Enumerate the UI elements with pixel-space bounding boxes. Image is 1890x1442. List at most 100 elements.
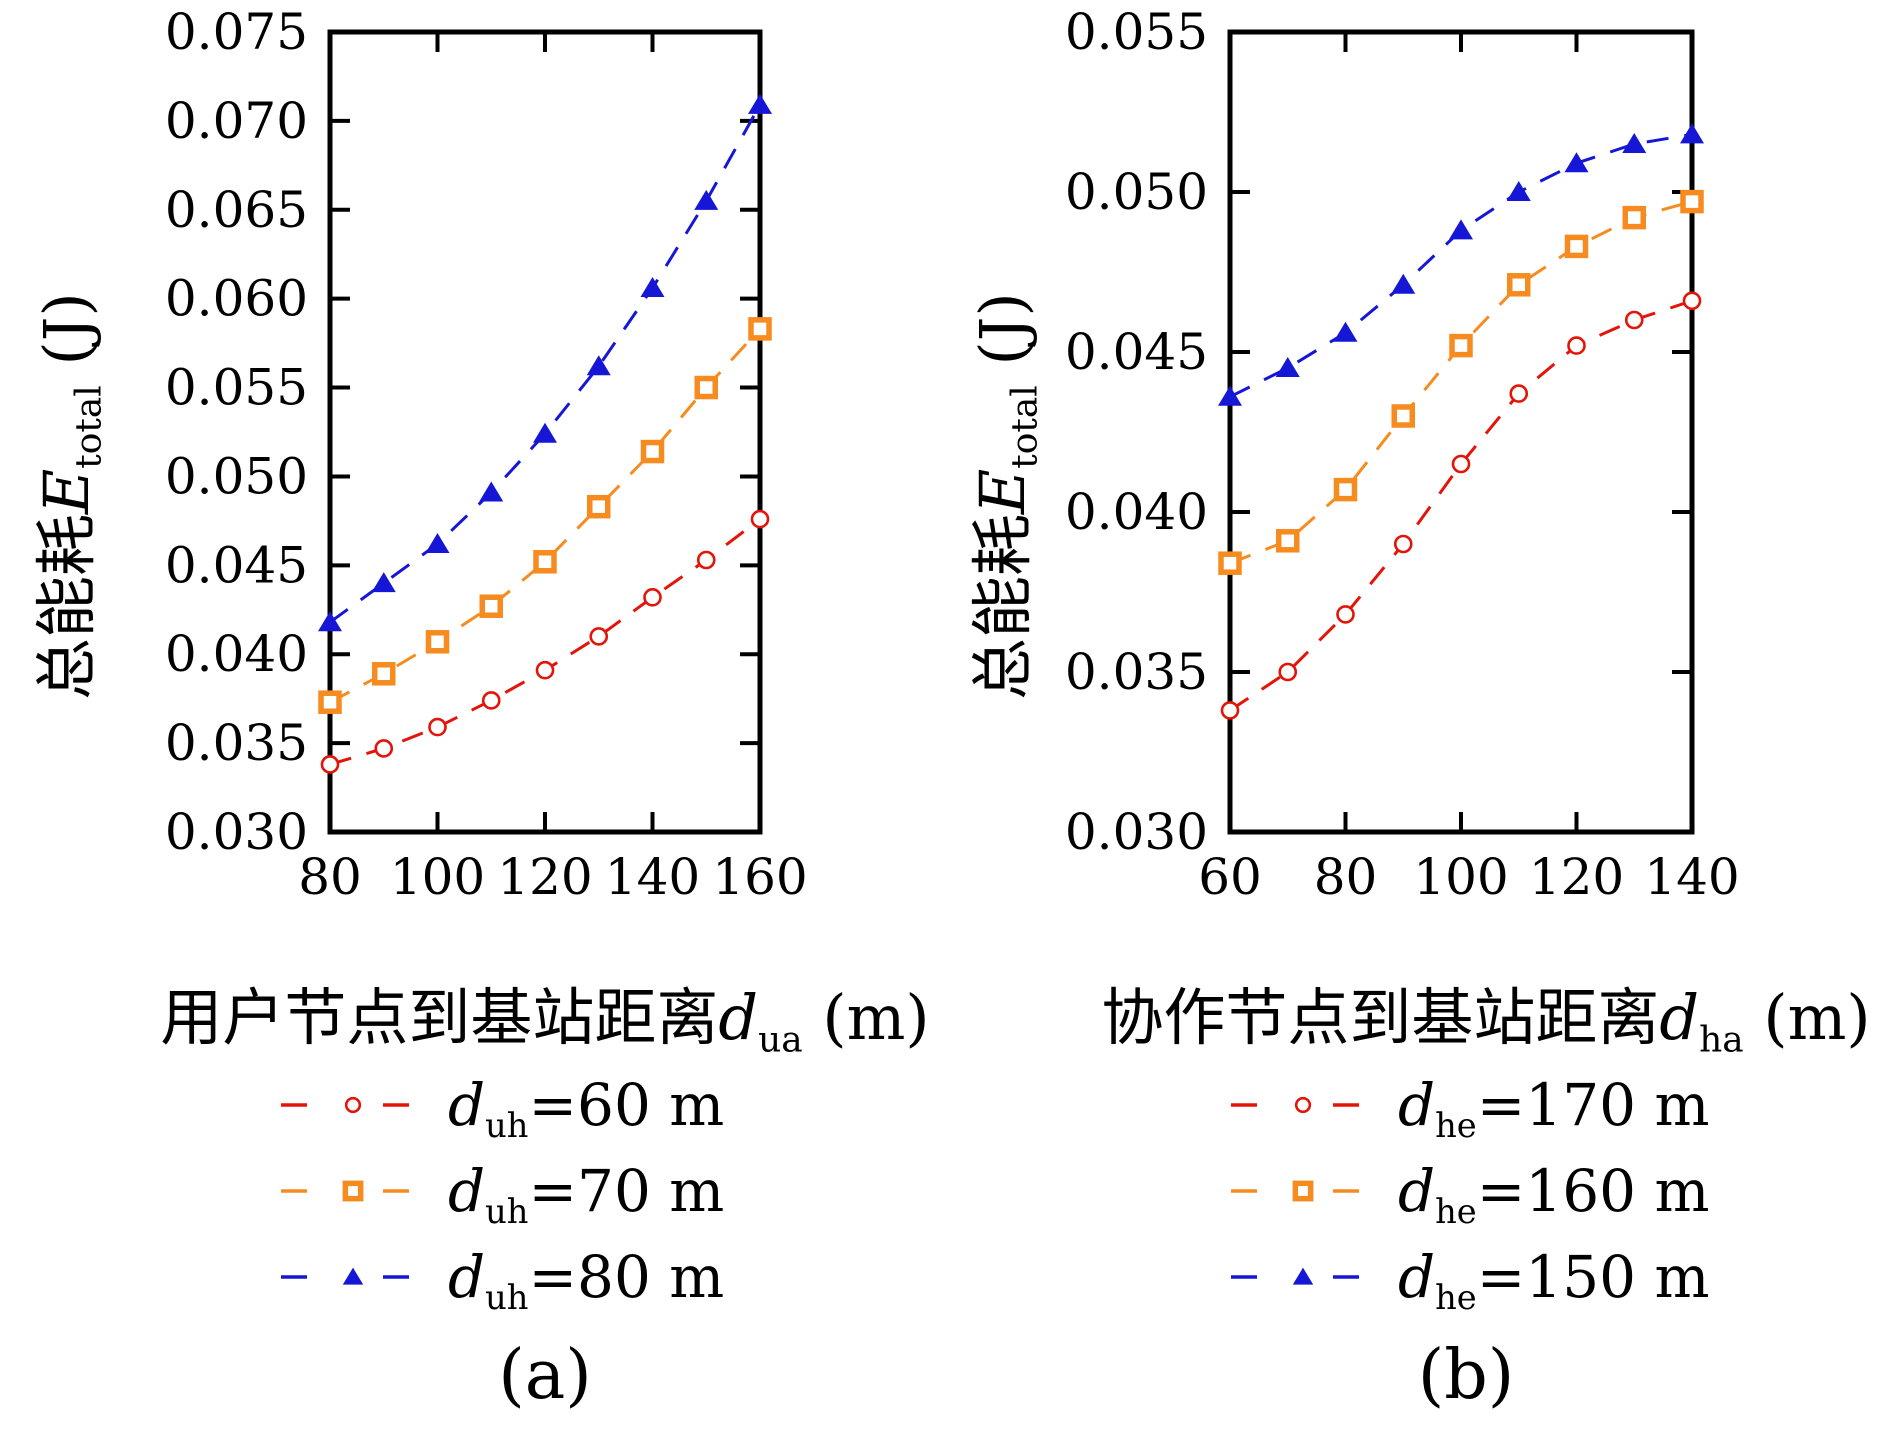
y-tick-label: 0.075 bbox=[165, 3, 308, 61]
y-axis-label-cn: 总能耗 bbox=[30, 513, 103, 700]
square-marker bbox=[1333, 477, 1358, 502]
x-tick-label: 120 bbox=[497, 848, 592, 906]
y-axis-label-a: 总能耗Etotal (J) bbox=[16, 292, 110, 700]
y-tick-label: 0.030 bbox=[1065, 803, 1208, 861]
caption-a: (a) bbox=[498, 1336, 592, 1415]
legend-label-sub: he bbox=[1435, 1277, 1477, 1317]
circle-marker bbox=[1336, 605, 1355, 624]
axis-box bbox=[327, 29, 763, 835]
legend-label-sub: uh bbox=[485, 1105, 529, 1145]
y-tick-label: 0.030 bbox=[165, 803, 308, 861]
triangle-marker bbox=[1680, 123, 1704, 144]
square-marker bbox=[748, 317, 772, 341]
circle-marker bbox=[1393, 534, 1413, 554]
triangle-marker bbox=[1449, 219, 1473, 240]
x-tick-label: 100 bbox=[390, 848, 485, 906]
circle-marker bbox=[643, 588, 662, 607]
y-axis-label-sub: total bbox=[68, 385, 110, 469]
legend-label-rest: =170 m bbox=[1476, 1071, 1710, 1139]
series-line-a-1 bbox=[329, 327, 762, 704]
y-axis-label-cn: 总能耗 bbox=[966, 513, 1039, 700]
caption-b: (b) bbox=[1417, 1336, 1515, 1415]
legend-label-sub: he bbox=[1435, 1105, 1477, 1145]
legend-row-b-2: dhe=150 m bbox=[1228, 1234, 1709, 1320]
triangle-marker bbox=[425, 533, 450, 553]
legend-label-rest: =80 m bbox=[528, 1243, 725, 1311]
x-axis-label-cn: 用户节点到基站距离 bbox=[160, 981, 719, 1054]
circle-marker bbox=[1278, 662, 1298, 682]
y-axis-label-unit: (J) bbox=[30, 292, 103, 386]
x-axis-label-b: 协作节点到基站距离dha (m) bbox=[1086, 981, 1886, 1058]
triangle-marker bbox=[748, 93, 772, 114]
chart-panel-a: 总能耗Etotal (J) 0.030 0.035 0.040 0.045 0.050 0… bbox=[0, 0, 930, 1442]
legend-label-var: d bbox=[448, 1157, 486, 1225]
y-tick-label: 0.065 bbox=[165, 181, 308, 239]
triangle-marker bbox=[1564, 152, 1589, 173]
triangle-marker bbox=[1391, 273, 1416, 294]
x-axis-label-sub: ua bbox=[758, 1019, 803, 1061]
legend-label-sub: he bbox=[1435, 1191, 1477, 1231]
x-tick-label: 80 bbox=[1314, 848, 1378, 906]
chart-panel-b: 总能耗Etotal (J) 0.030 0.035 0.040 0.045 0.050 0… bbox=[890, 0, 1890, 1442]
circle-marker bbox=[696, 550, 716, 570]
legend-label: duh=80 m bbox=[448, 1243, 725, 1314]
legend-label-var: d bbox=[1398, 1157, 1436, 1225]
plot-area-b: 0.030 0.035 0.040 0.045 0.050 0.055 60 80 100 120… bbox=[1060, 3, 1740, 917]
y-tick-label: 0.055 bbox=[1065, 3, 1208, 61]
circle-marker bbox=[1509, 384, 1529, 403]
x-tick-label: 80 bbox=[298, 848, 362, 906]
circle-marker bbox=[344, 1096, 362, 1114]
square-marker bbox=[1391, 404, 1415, 428]
triangle-marker bbox=[371, 572, 396, 593]
square-marker bbox=[479, 594, 503, 618]
axis-box bbox=[1227, 29, 1695, 835]
square-marker bbox=[1276, 529, 1300, 553]
triangle-marker bbox=[342, 1267, 364, 1285]
square-marker bbox=[1680, 189, 1704, 214]
x-tick-label: 160 bbox=[712, 848, 807, 906]
legend-label-sub: uh bbox=[485, 1191, 529, 1231]
x-axis-label-unit: (m) bbox=[1743, 981, 1871, 1054]
legend-label-rest: =70 m bbox=[528, 1157, 725, 1225]
y-axis-label-b: 总能耗Etotal (J) bbox=[952, 292, 1046, 700]
legend-symbol bbox=[281, 1096, 425, 1114]
circle-marker bbox=[1220, 701, 1240, 720]
chart-svg-b: 0.030 0.035 0.040 0.045 0.050 0.055 60 80 100 120… bbox=[1065, 3, 1740, 906]
circle-marker bbox=[1451, 454, 1471, 474]
triangle-marker bbox=[694, 189, 719, 210]
triangle-marker bbox=[1622, 133, 1647, 153]
x-tick-label: 100 bbox=[1413, 848, 1508, 906]
circle-marker bbox=[1682, 291, 1702, 311]
triangle-marker bbox=[1292, 1267, 1314, 1285]
legend-row-b-1: dhe=160 m bbox=[1228, 1148, 1709, 1234]
series-line-b-0 bbox=[1229, 299, 1693, 712]
legend-label: dhe=150 m bbox=[1398, 1243, 1710, 1314]
triangle-marker bbox=[479, 481, 504, 502]
square-marker bbox=[1564, 234, 1589, 259]
circle-marker bbox=[589, 627, 609, 646]
y-tick-label: 0.035 bbox=[1065, 643, 1208, 701]
legend-label: duh=70 m bbox=[448, 1157, 725, 1228]
legend-label: dhe=160 m bbox=[1398, 1157, 1709, 1228]
square-marker bbox=[318, 690, 342, 714]
square-marker bbox=[1622, 205, 1646, 230]
triangle-marker bbox=[1333, 321, 1358, 342]
triangle-marker bbox=[318, 611, 342, 632]
x-axis-label-var: d bbox=[1659, 981, 1700, 1054]
y-tick-label: 0.050 bbox=[165, 447, 308, 505]
y-axis-label-var: E bbox=[30, 468, 103, 514]
circle-marker bbox=[481, 691, 501, 710]
legend-label-sub: uh bbox=[485, 1277, 529, 1317]
legend-label: duh=60 m bbox=[448, 1071, 724, 1142]
y-tick-label: 0.050 bbox=[1065, 163, 1208, 221]
triangle-marker bbox=[1218, 385, 1242, 406]
circle-marker bbox=[374, 739, 394, 758]
legend-label-rest: =150 m bbox=[1476, 1243, 1710, 1311]
legend-row-a-1: duh=70 m bbox=[278, 1148, 724, 1234]
legend-row-b-0: dhe=170 m bbox=[1228, 1062, 1709, 1148]
y-tick-label: 0.040 bbox=[1065, 483, 1208, 541]
circle-marker bbox=[535, 660, 555, 680]
y-tick-label: 0.045 bbox=[165, 536, 308, 594]
circle-marker bbox=[428, 717, 447, 737]
